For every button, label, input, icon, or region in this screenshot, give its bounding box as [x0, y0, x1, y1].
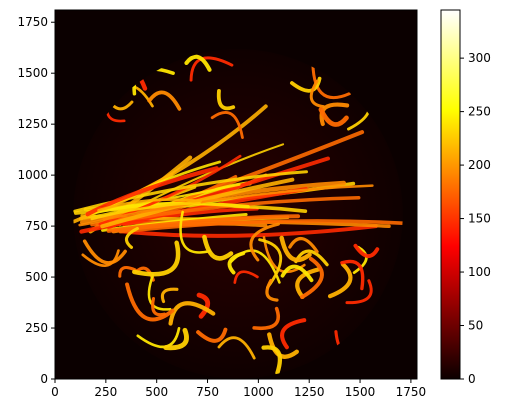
colorbar-gradient — [441, 10, 460, 379]
colorbar-tick-label: 100 — [468, 265, 491, 279]
x-tick-label: 0 — [51, 385, 59, 399]
x-tick-label: 250 — [94, 385, 117, 399]
y-tick-label: 1250 — [17, 117, 48, 131]
x-tick-label: 750 — [196, 385, 219, 399]
colorbar-tick-label: 50 — [468, 319, 483, 333]
y-tick-label: 250 — [25, 321, 48, 335]
colorbar: 0 50 100 150 200 250 300 — [441, 10, 491, 386]
x-tick-label: 1750 — [396, 385, 427, 399]
y-tick-label: 0 — [40, 372, 48, 386]
y-tick-label: 750 — [25, 219, 48, 233]
colorbar-tick-label: 0 — [468, 372, 476, 386]
colorbar-ticks: 0 50 100 150 200 250 300 — [460, 51, 491, 386]
x-tick-label: 1000 — [243, 385, 274, 399]
x-axis: 0 250 500 750 1000 1250 1500 1750 — [51, 379, 426, 399]
colorbar-tick-label: 250 — [468, 105, 491, 119]
colorbar-tick-label: 300 — [468, 51, 491, 65]
colorbar-tick-label: 150 — [468, 212, 491, 226]
plot-area — [55, 6, 417, 379]
colorbar-tick-label: 200 — [468, 158, 491, 172]
y-tick-label: 500 — [25, 270, 48, 284]
y-tick-label: 1750 — [17, 15, 48, 29]
y-tick-label: 1000 — [17, 168, 48, 182]
x-tick-label: 1250 — [294, 385, 325, 399]
y-axis: 0 250 500 750 1000 1250 1500 1750 — [17, 15, 55, 386]
x-tick-label: 500 — [145, 385, 168, 399]
y-tick-label: 1500 — [17, 66, 48, 80]
x-tick-label: 1500 — [345, 385, 376, 399]
